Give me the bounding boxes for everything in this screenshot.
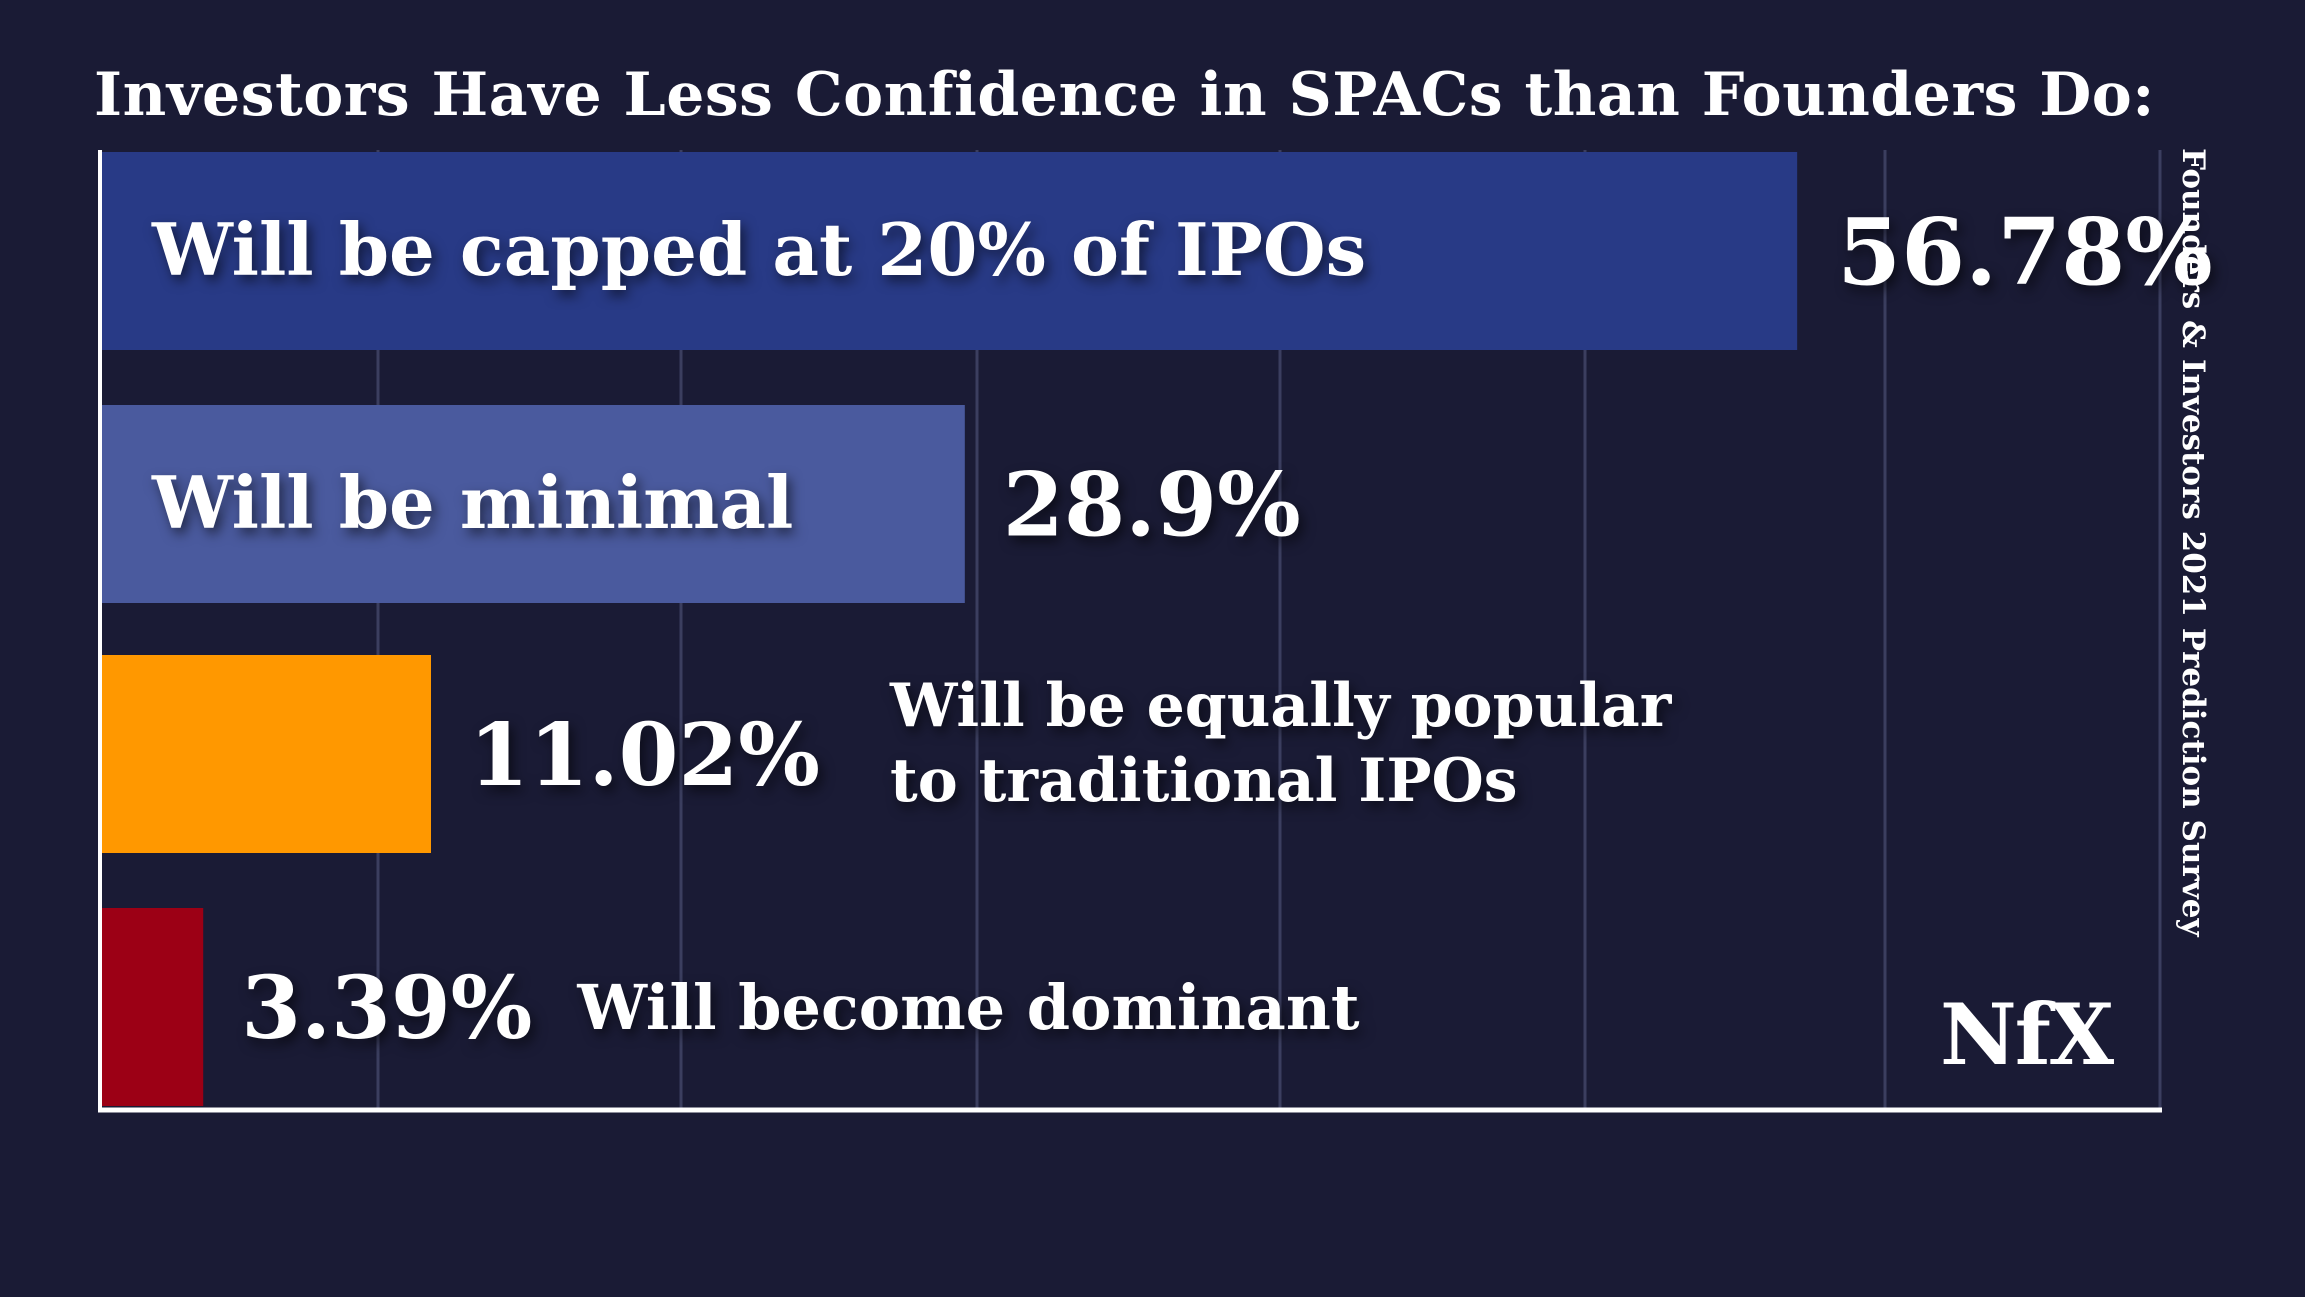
bar [102, 152, 1798, 350]
labels: 56.78% Will be capped at 20% of IPOs 28.9%… [151, 198, 2213, 1059]
data-label: 28.9% [1003, 453, 1301, 557]
data-label: 56.78% [1837, 198, 2213, 306]
bar [102, 908, 204, 1106]
data-label: 3.39% [241, 958, 532, 1059]
bar [102, 405, 965, 603]
nfx-logo: NfX [1940, 985, 2114, 1084]
axes [98, 150, 2162, 1113]
category-label: Will become dominant [576, 971, 1360, 1044]
data-label: 11.02% [469, 705, 820, 806]
chart-title: Investors Have Less Confidence in SPACs … [94, 60, 2155, 130]
category-label: Will be capped at 20% of IPOs [151, 207, 1366, 292]
category-label: Will be equally popular to traditional IP… [889, 671, 1673, 816]
bar [102, 655, 432, 853]
category-label: Will be minimal [151, 460, 793, 545]
survey-source-note: Founders & Investors 2021 Prediction Sur… [2175, 148, 2211, 937]
bars [102, 152, 1798, 1106]
